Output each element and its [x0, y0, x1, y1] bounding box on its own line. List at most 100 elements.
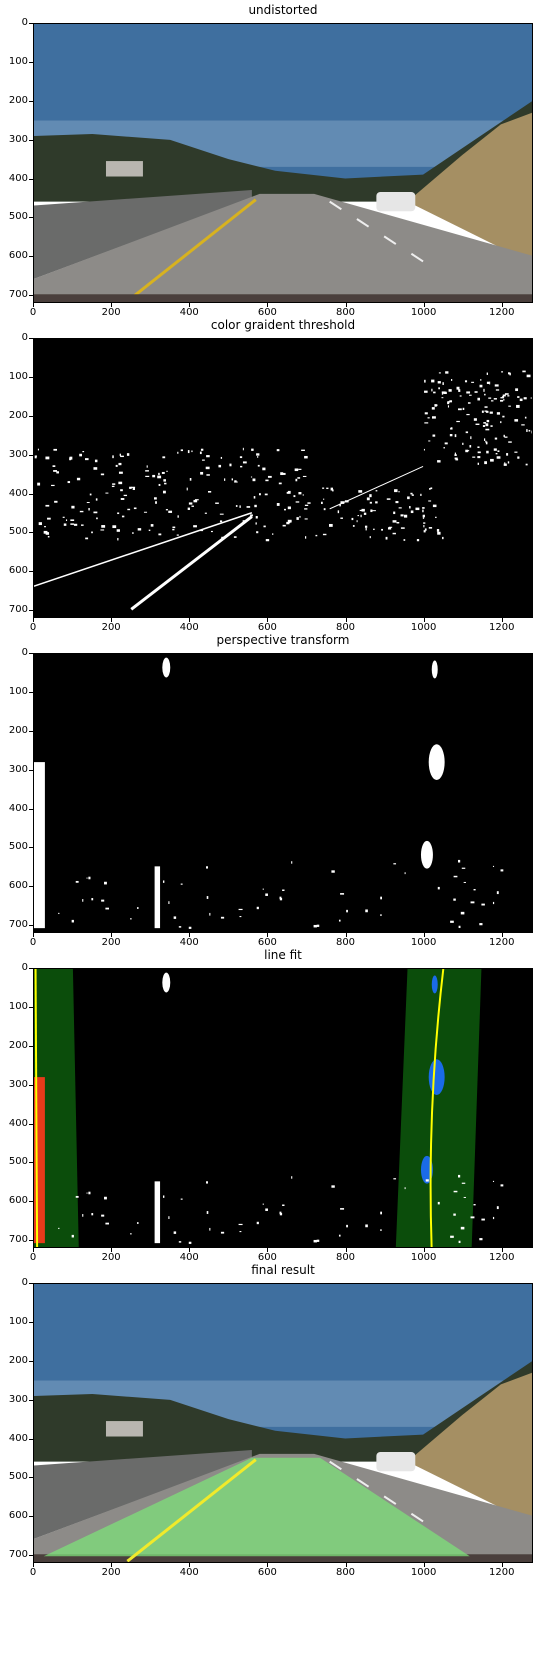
y-tick-label: 600	[0, 880, 33, 892]
pixel-blob	[239, 456, 243, 459]
pixel-blob	[472, 456, 476, 458]
pixel-blob	[458, 389, 461, 392]
pixel-blob	[403, 539, 406, 541]
pixel-blob	[45, 504, 50, 507]
y-tick-label: 600	[0, 250, 33, 262]
y-tick-label: 200	[0, 1040, 33, 1052]
pixel-blob	[305, 536, 307, 539]
pixel-blob	[143, 511, 148, 513]
pixel-blob	[193, 525, 197, 528]
y-tick-label: 300	[0, 1079, 33, 1091]
pixel-blob	[265, 1208, 268, 1211]
pixel-blob	[206, 455, 210, 458]
pixel-blob	[506, 453, 509, 456]
pixel-blob	[507, 461, 510, 464]
pixel-blob	[470, 901, 475, 904]
pixel-blob	[188, 926, 192, 929]
pixel-blob	[313, 1239, 317, 1243]
pixel-blob	[47, 517, 51, 520]
pixel-blob	[509, 372, 511, 376]
image-plot	[33, 653, 533, 933]
x-tick-label: 400	[169, 303, 209, 319]
pixel-blob	[415, 507, 420, 511]
pixel-blob	[485, 440, 487, 443]
pixel-blob	[136, 907, 139, 909]
pixel-blob	[486, 450, 489, 454]
pixel-blob	[432, 504, 437, 508]
pixel-blob	[254, 504, 257, 508]
pixel-blob	[400, 514, 404, 517]
pixel-blob	[469, 445, 472, 448]
pixel-blob	[120, 455, 124, 458]
y-tick-label: 0	[0, 962, 33, 974]
pixel-blob	[361, 508, 365, 512]
pixel-blob	[294, 468, 299, 472]
pixel-blob	[178, 926, 182, 928]
pixel-blob	[81, 524, 84, 526]
pixel-blob	[455, 458, 459, 461]
pixel-blob	[257, 456, 259, 458]
pixel-blob	[101, 525, 106, 528]
pixel-blob	[187, 450, 190, 454]
pixel-blob	[454, 434, 457, 438]
pixel-blob	[88, 876, 91, 880]
pixel-blob	[75, 1195, 79, 1198]
pixel-blob	[132, 487, 135, 491]
pixel-blob	[231, 478, 234, 481]
y-tick-label: 200	[0, 95, 33, 107]
y-tick-label: 0	[0, 1277, 33, 1289]
image-plot	[33, 968, 533, 1248]
x-tick-label: 1000	[404, 1248, 444, 1264]
pixel-blob	[91, 1213, 94, 1216]
pixel-blob	[431, 388, 433, 392]
pixel-blob	[338, 919, 341, 922]
pixel-blob	[205, 466, 210, 470]
pixel-blob	[480, 379, 482, 381]
pixel-blob	[256, 453, 260, 456]
pixel-blob	[322, 487, 325, 489]
pixel-blob	[438, 372, 441, 374]
y-tick-label: 200	[0, 410, 33, 422]
pixel-blob	[481, 410, 484, 413]
pixel-blob	[53, 470, 58, 472]
pixel-blob	[457, 859, 461, 863]
pixel-blob	[441, 391, 446, 394]
pixel-blob	[365, 1224, 368, 1228]
pixel-blob	[380, 896, 383, 900]
pixel-blob	[437, 381, 441, 384]
pixel-blob	[206, 474, 210, 476]
pixel-blob	[437, 531, 441, 535]
pixel-blob	[302, 494, 304, 496]
pixel-blob	[307, 502, 311, 504]
pixel-blob	[105, 907, 109, 910]
pixel-blob	[393, 1178, 397, 1180]
pixel-blob	[477, 462, 480, 465]
pixel-blob	[163, 479, 166, 482]
pixel-blob	[500, 1184, 504, 1187]
x-tick-label: 600	[247, 1248, 287, 1264]
pixel-blob	[89, 493, 92, 496]
pixel-blob	[503, 399, 505, 401]
pixel-blob	[130, 918, 132, 920]
pixel-blob	[395, 501, 399, 504]
image-plot	[33, 23, 533, 303]
y-tick-label: 0	[0, 647, 33, 659]
right-lane-pixels	[420, 840, 433, 869]
pixel-blob	[58, 1227, 60, 1230]
pixel-blob	[484, 393, 486, 396]
pixel-blob	[240, 465, 243, 468]
pixel-blob	[485, 423, 489, 427]
x-tick-label: 800	[326, 933, 366, 949]
x-tick-label: 800	[326, 618, 366, 634]
pixel-blob	[101, 899, 105, 902]
pixel-blob	[500, 869, 504, 872]
pixel-blob	[116, 529, 120, 532]
image-plot	[33, 338, 533, 618]
pixel-blob	[265, 479, 269, 482]
pixel-blob	[298, 468, 302, 470]
pixel-blob	[501, 396, 505, 398]
pixel-blob	[386, 498, 391, 500]
pixel-blob	[470, 1216, 475, 1219]
pixel-blob	[453, 898, 456, 901]
pixel-blob	[469, 394, 472, 396]
